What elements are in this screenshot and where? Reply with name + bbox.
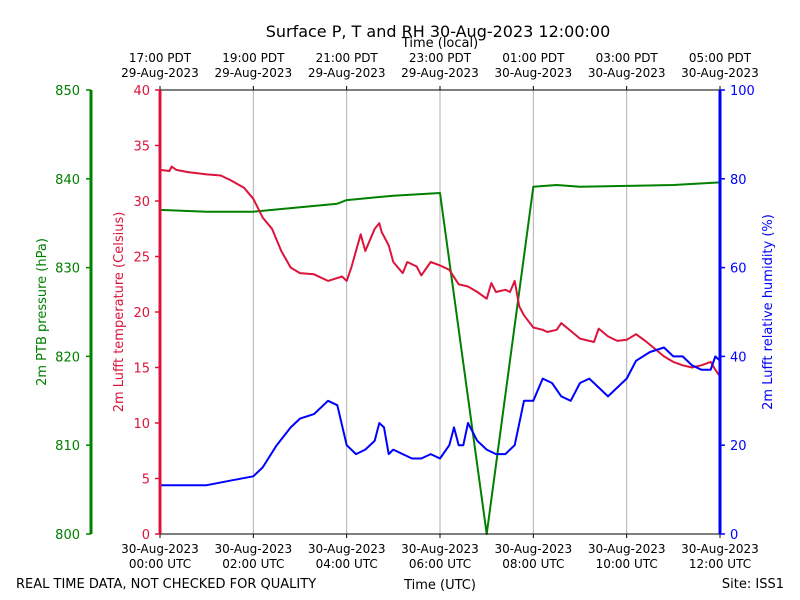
x-tick-label-date: 30-Aug-2023 (401, 542, 479, 556)
humidity-tick-label: 100 (730, 84, 755, 99)
x-tick-label-local-date: 29-Aug-2023 (308, 66, 386, 80)
x-tick-label-date: 30-Aug-2023 (588, 542, 666, 556)
pressure-tick-label: 840 (55, 173, 80, 188)
gridlines (252, 90, 628, 534)
x-tick-label-utc: 04:00 UTC (316, 557, 378, 571)
temperature-tick-label: 5 (142, 473, 150, 488)
x-tick-label-local-date: 30-Aug-2023 (588, 66, 666, 80)
pressure-tick-label: 810 (55, 439, 80, 454)
series-line-humidity (160, 346, 721, 487)
x-tick-label-local-date: 29-Aug-2023 (215, 66, 293, 80)
pressure-tick-label: 800 (55, 528, 80, 543)
footer-right: Site: ISS1 (722, 577, 784, 592)
x-tick-label-utc: 10:00 UTC (596, 557, 658, 571)
x-tick-label-local-time: 17:00 PDT (129, 51, 192, 65)
humidity-tick-label: 0 (730, 528, 738, 543)
x-tick-label-local-time: 19:00 PDT (222, 51, 285, 65)
bottom-axis-title: Time (UTC) (403, 578, 476, 593)
x-tick-label-utc: 02:00 UTC (222, 557, 284, 571)
x-tick-label-utc: 00:00 UTC (129, 557, 191, 571)
pressure-tick-label: 820 (55, 350, 80, 365)
series-lines (159, 165, 721, 535)
temperature-tick-label: 40 (133, 84, 150, 99)
x-tick-label-local-time: 23:00 PDT (409, 51, 472, 65)
temperature-tick-label: 10 (133, 417, 150, 432)
x-tick-label-utc: 08:00 UTC (502, 557, 564, 571)
pressure-axis-label: 2m PTB pressure (hPa) (35, 238, 50, 386)
temperature-axis-label: 2m Lufft temperature (Celsius) (112, 212, 127, 413)
x-tick-label-date: 30-Aug-2023 (681, 542, 759, 556)
x-tick-label-utc: 06:00 UTC (409, 557, 471, 571)
temperature-tick-label: 30 (133, 195, 150, 210)
top-axis-title: Time (local) (401, 36, 478, 51)
temperature-tick-label: 35 (133, 140, 150, 155)
pressure-tick-label: 850 (55, 84, 80, 99)
x-tick-label-date: 30-Aug-2023 (215, 542, 293, 556)
humidity-tick-label: 20 (730, 439, 747, 454)
x-tick-label-local-time: 03:00 PDT (596, 51, 659, 65)
temperature-tick-label: 20 (133, 306, 150, 321)
x-tick-label-local-date: 30-Aug-2023 (681, 66, 759, 80)
x-tick-label-local-time: 01:00 PDT (502, 51, 565, 65)
series-line-temperature (159, 165, 721, 377)
temperature-tick-label: 15 (133, 362, 150, 377)
x-tick-label-utc: 12:00 UTC (689, 557, 751, 571)
x-tick-label-date: 30-Aug-2023 (121, 542, 199, 556)
chart-title: Surface P, T and RH 30-Aug-2023 12:00:00 (266, 22, 611, 41)
x-tick-label-local-date: 29-Aug-2023 (121, 66, 199, 80)
x-tick-label-date: 30-Aug-2023 (495, 542, 573, 556)
x-tick-label-local-date: 29-Aug-2023 (401, 66, 479, 80)
footer-left: REAL TIME DATA, NOT CHECKED FOR QUALITY (16, 577, 316, 592)
x-tick-label-local-time: 21:00 PDT (316, 51, 379, 65)
humidity-tick-label: 60 (730, 262, 747, 277)
x-tick-label-date: 30-Aug-2023 (308, 542, 386, 556)
pressure-tick-label: 830 (55, 262, 80, 277)
x-tick-label-local-time: 05:00 PDT (689, 51, 752, 65)
humidity-tick-label: 80 (730, 173, 747, 188)
x-tick-label-local-date: 30-Aug-2023 (495, 66, 573, 80)
series-line-pressure (159, 181, 721, 535)
humidity-tick-label: 40 (730, 350, 747, 365)
temperature-tick-label: 25 (133, 251, 150, 266)
humidity-axis-label: 2m Lufft relative humidity (%) (761, 214, 776, 410)
temperature-tick-label: 0 (142, 528, 150, 543)
